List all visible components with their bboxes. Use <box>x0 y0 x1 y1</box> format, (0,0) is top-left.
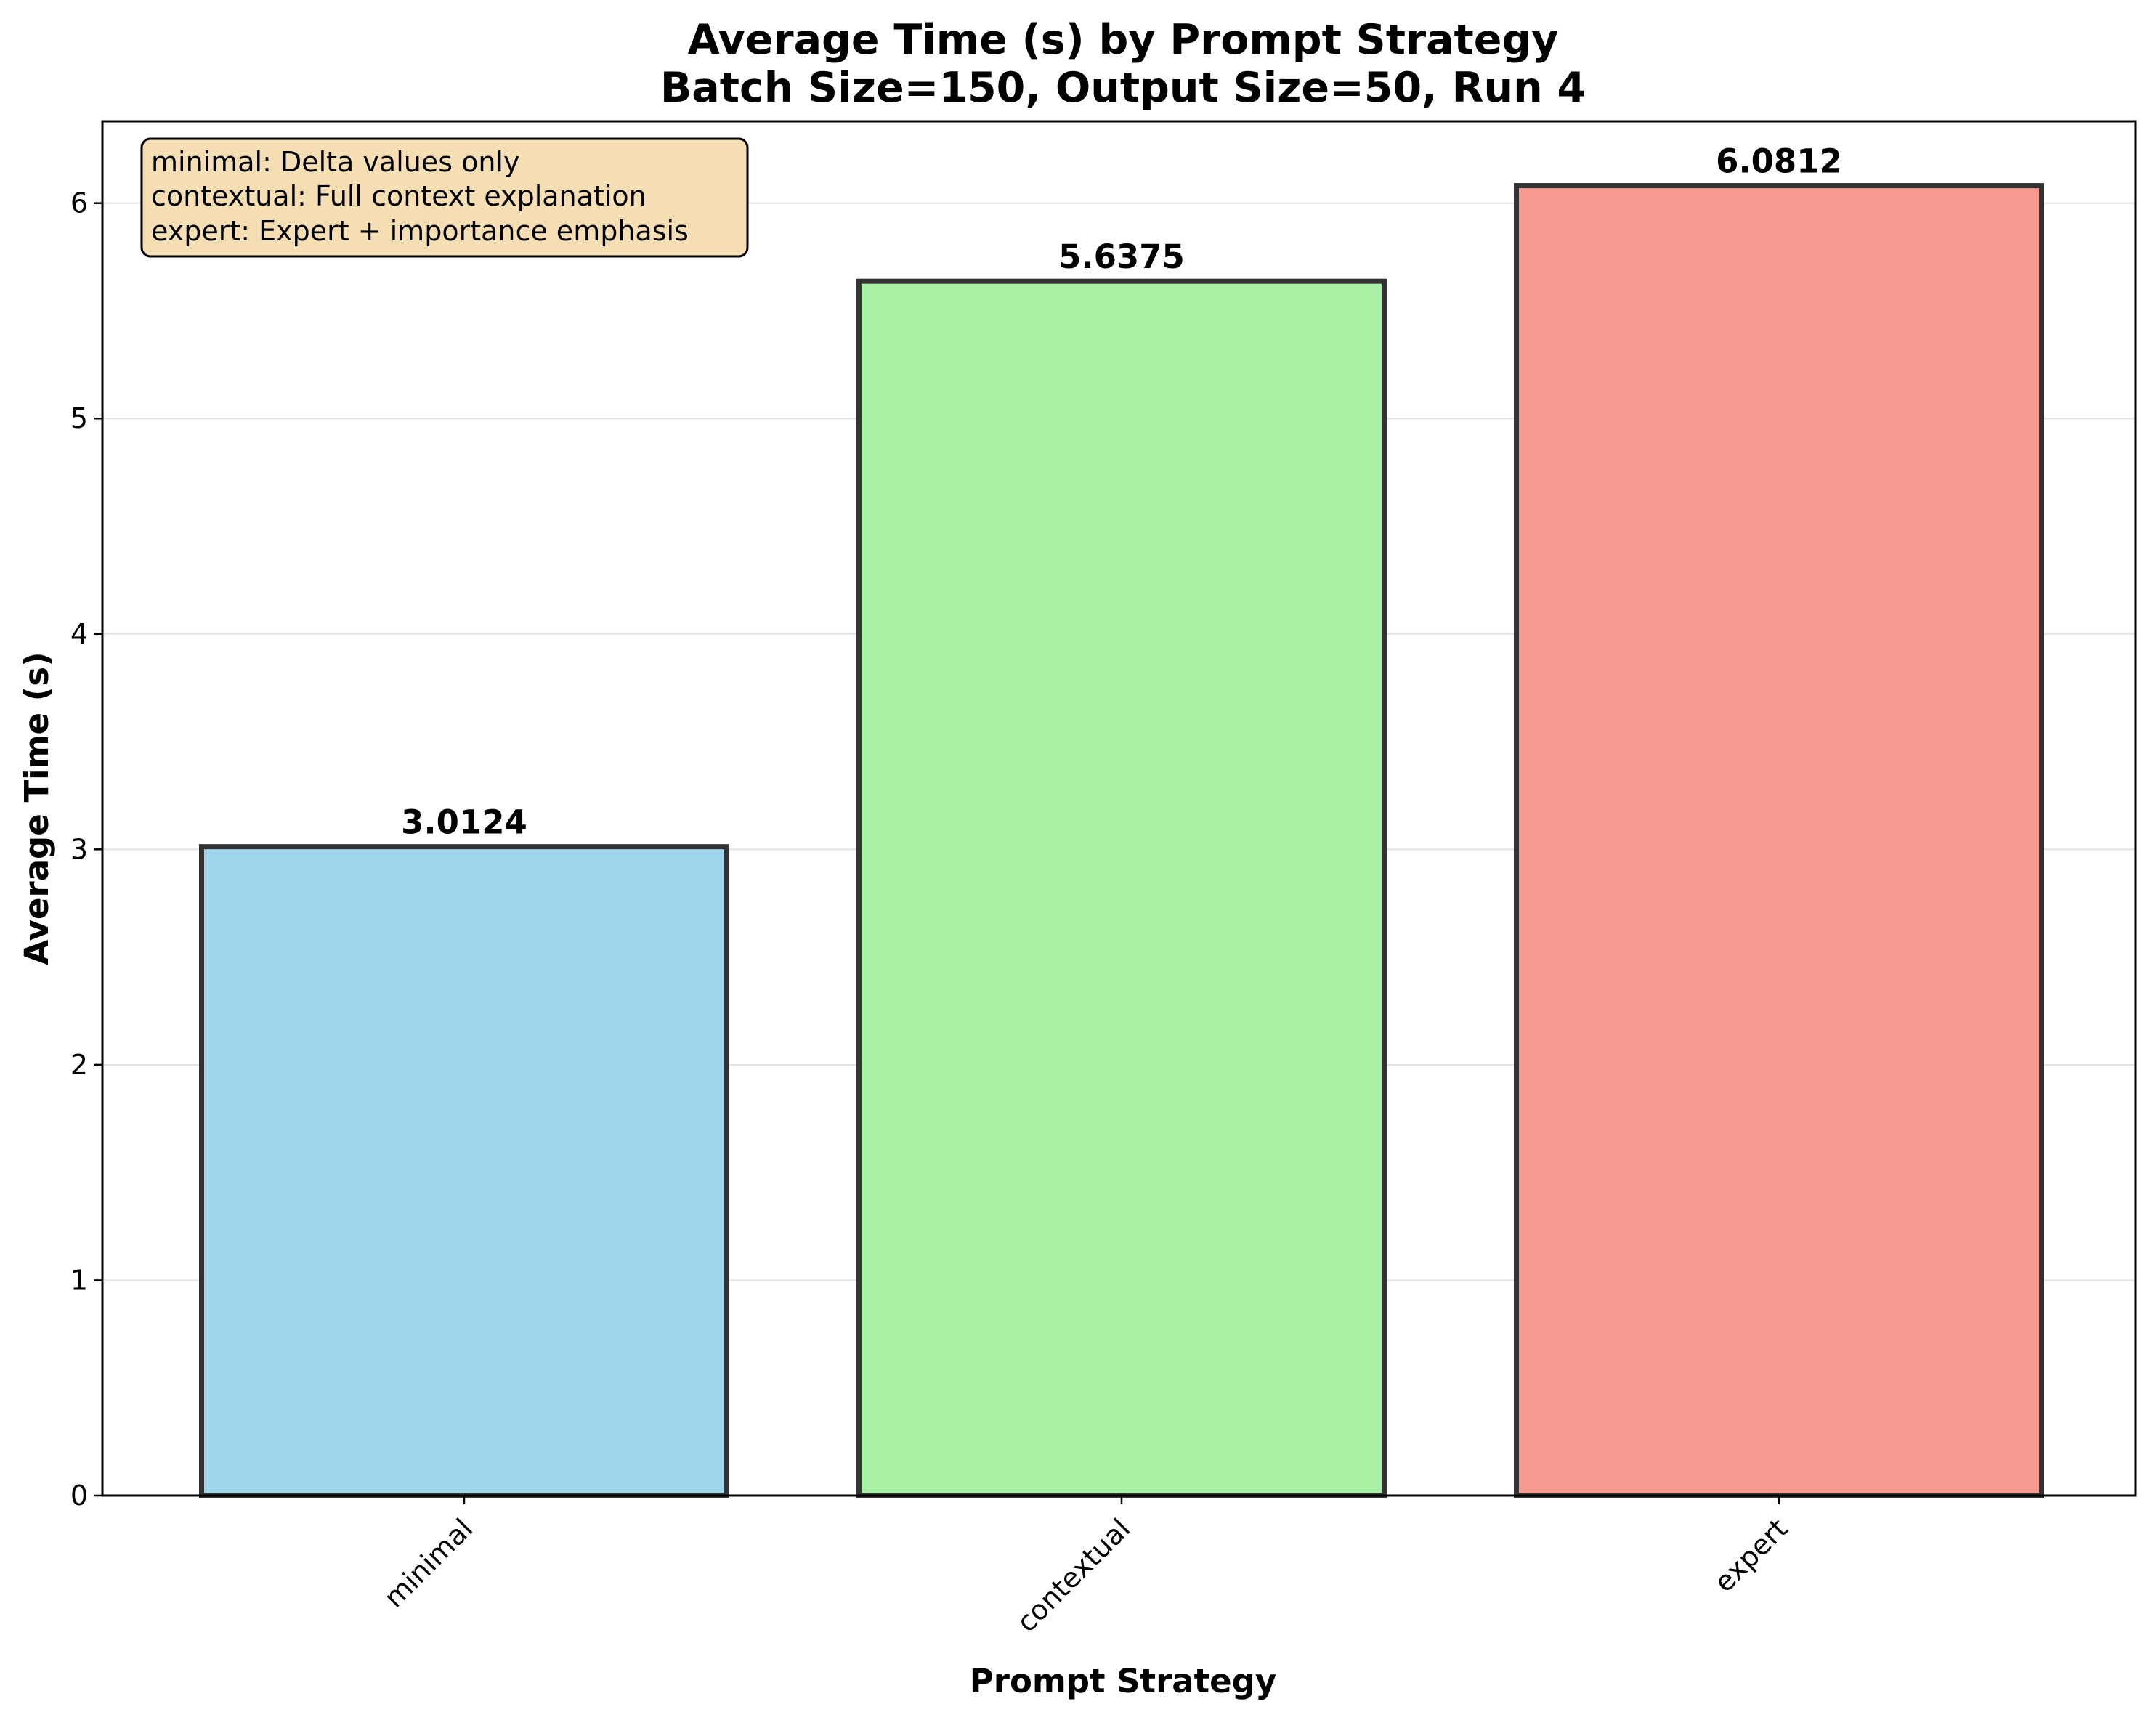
chart-title-line-1: Average Time (s) by Prompt Strategy <box>688 16 1559 64</box>
annotation-line-minimal: minimal: Delta values only <box>151 146 519 178</box>
chart-title-line-2: Batch Size=150, Output Size=50, Run 4 <box>660 64 1586 112</box>
x-tick-label-expert: expert <box>1708 1512 1794 1598</box>
x-tick-label-contextual: contextual <box>1010 1512 1136 1638</box>
plot-area-frame <box>101 120 2137 1497</box>
x-axis-ticks: minimal contextual expert <box>378 1496 1794 1639</box>
bar-expert <box>1514 183 2044 1498</box>
y-tick-label-5: 5 <box>70 402 88 434</box>
y-tick-label-3: 3 <box>70 833 88 865</box>
x-axis-label: Prompt Strategy <box>970 1662 1276 1700</box>
annotation-line-contextual: contextual: Full context explanation <box>151 180 647 212</box>
y-tick-label-6: 6 <box>70 187 88 219</box>
bar-contextual <box>856 278 1387 1498</box>
y-tick-label-4: 4 <box>70 618 88 650</box>
bar-minimal <box>199 844 729 1498</box>
y-axis-ticks: 0 1 2 3 4 5 6 <box>70 187 102 1512</box>
y-tick-label-0: 0 <box>70 1480 88 1512</box>
value-label-expert: 6.0812 <box>1716 142 1842 181</box>
value-label-contextual: 5.6375 <box>1058 238 1185 276</box>
y-axis-label: Average Time (s) <box>17 652 56 965</box>
annotation-background <box>140 137 749 258</box>
bars <box>199 183 2044 1498</box>
y-tick-label-1: 1 <box>70 1264 88 1296</box>
value-labels: 3.0124 5.6375 6.0812 <box>401 142 1842 842</box>
x-tick-label-minimal: minimal <box>378 1512 479 1613</box>
y-tick-label-2: 2 <box>70 1049 88 1081</box>
annotation-line-expert: expert: Expert + importance emphasis <box>151 215 689 247</box>
strategy-description-box: minimal: Delta values only contextual: F… <box>140 137 749 258</box>
value-label-minimal: 3.0124 <box>401 803 527 842</box>
